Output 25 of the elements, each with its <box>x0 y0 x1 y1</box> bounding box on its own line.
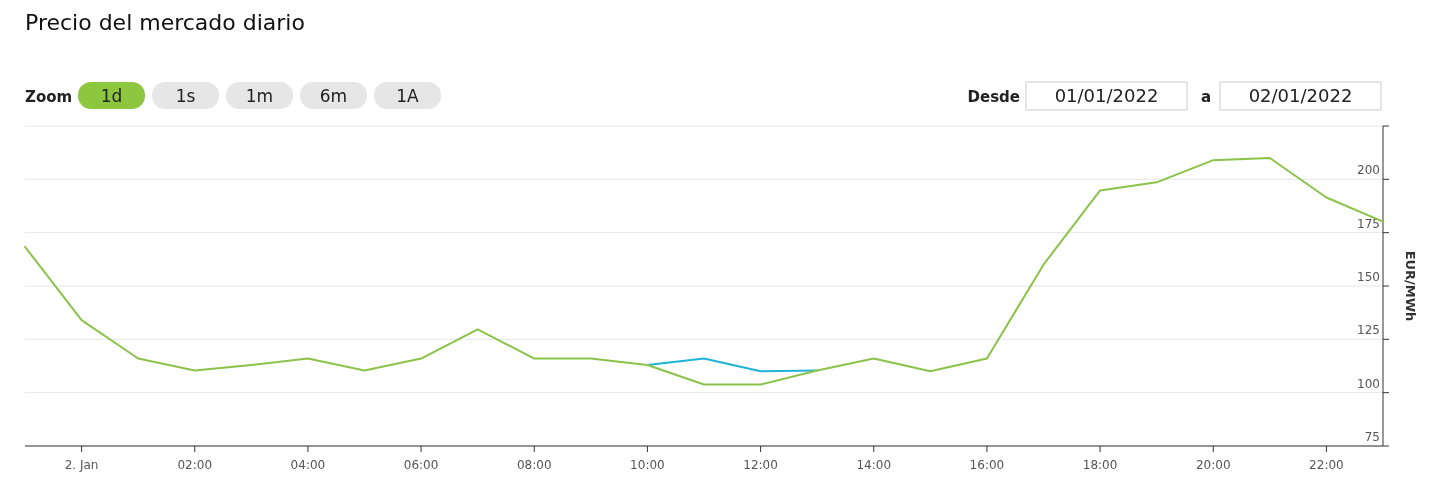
x-tick-label: 04:00 <box>290 458 326 472</box>
y-tick-label: 125 <box>1357 323 1380 338</box>
date-field: 02/01/2022 <box>1219 81 1382 111</box>
y-tick-label: 150 <box>1357 270 1380 284</box>
y-tick-label: 175 <box>1357 216 1380 231</box>
x-tick-label: 16:00 <box>969 458 1005 472</box>
x-tick-label: 2. Jan <box>64 458 99 472</box>
x-tick-label: 06:00 <box>403 458 439 472</box>
x-tick-label: 08:00 <box>516 458 552 472</box>
text: Zoom <box>25 88 73 106</box>
x-tick-label: 20:00 <box>1195 458 1231 472</box>
x-tick-label: 10:00 <box>630 458 665 472</box>
text: Desde <box>967 88 1020 106</box>
x-tick-label: 12:00 <box>743 458 778 472</box>
y-tick-label: 200 <box>1357 163 1380 178</box>
x-tick-label: 18:00 <box>1082 458 1118 472</box>
date-field: 01/01/2022 <box>1025 81 1188 111</box>
text: a <box>1200 88 1212 106</box>
x-tick-label: 22:00 <box>1309 458 1344 472</box>
y-axis-title: EUR/MWh <box>1403 250 1418 322</box>
x-tick-label: 02:00 <box>177 458 213 472</box>
y-tick-label: 75 <box>1364 430 1380 444</box>
y-tick-label: 100 <box>1357 376 1380 391</box>
chart-title: Precio del mercado diario <box>25 10 305 35</box>
x-tick-label: 14:00 <box>856 458 892 472</box>
